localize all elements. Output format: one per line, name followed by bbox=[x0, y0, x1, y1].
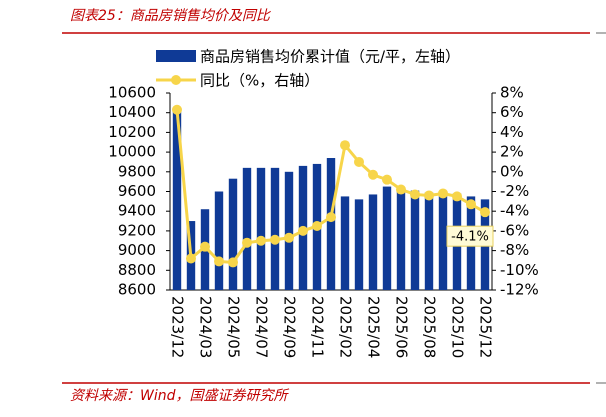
line-marker bbox=[326, 212, 336, 223]
line-marker bbox=[284, 232, 294, 243]
bar bbox=[270, 167, 280, 290]
data-label-box bbox=[446, 225, 494, 247]
line-marker bbox=[242, 237, 252, 248]
line-marker bbox=[186, 253, 196, 264]
line-marker bbox=[172, 104, 182, 115]
y2-tick-label: 4% bbox=[500, 123, 524, 141]
bar bbox=[354, 199, 364, 290]
line-marker bbox=[424, 190, 434, 201]
bar bbox=[368, 194, 378, 290]
x-tick-label: 2025/10 bbox=[449, 296, 467, 358]
y2-tick-label: -4% bbox=[500, 202, 529, 220]
y-tick-label: 9200 bbox=[118, 221, 156, 239]
y-tick-label: 9400 bbox=[118, 202, 156, 220]
y2-tick-label: -2% bbox=[500, 182, 529, 200]
bar bbox=[410, 190, 420, 290]
line-marker bbox=[452, 191, 462, 202]
line-marker bbox=[466, 199, 476, 210]
y-tick-label: 9000 bbox=[118, 241, 156, 259]
line-marker bbox=[396, 184, 406, 195]
line-marker bbox=[480, 207, 490, 218]
bar bbox=[382, 186, 392, 290]
x-tick-label: 2025/08 bbox=[421, 296, 439, 358]
legend-label: 商品房销售均价累计值（元/平，左轴） bbox=[200, 48, 460, 66]
data-label: -4.1% bbox=[451, 230, 489, 245]
bar bbox=[340, 196, 350, 290]
y-tick-label: 10200 bbox=[108, 123, 156, 141]
x-tick-label: 2024/03 bbox=[197, 296, 215, 358]
x-tick-label: 2024/11 bbox=[309, 296, 327, 358]
y-tick-label: 10600 bbox=[108, 84, 156, 102]
line-marker bbox=[354, 156, 364, 167]
bar bbox=[284, 171, 294, 290]
bar bbox=[326, 158, 336, 290]
line-marker bbox=[340, 140, 350, 151]
bar bbox=[242, 167, 252, 290]
chart-title: 图表25：商品房销售均价及同比 bbox=[70, 8, 272, 24]
y2-tick-label: 6% bbox=[500, 103, 524, 121]
y-tick-label: 10000 bbox=[108, 143, 156, 161]
y-tick-label: 8800 bbox=[118, 261, 156, 279]
line-marker bbox=[368, 169, 378, 180]
line-marker bbox=[228, 257, 238, 268]
x-tick-label: 2025/06 bbox=[393, 296, 411, 358]
legend-label: 同比（%，右轴） bbox=[200, 72, 319, 90]
y2-tick-label: -12% bbox=[500, 281, 539, 299]
y2-tick-label: -8% bbox=[500, 241, 529, 259]
bar bbox=[438, 192, 448, 290]
bar bbox=[214, 191, 224, 290]
x-tick-label: 2025/02 bbox=[337, 296, 355, 358]
y-tick-label: 9800 bbox=[118, 162, 156, 180]
bar bbox=[256, 167, 266, 290]
line-marker bbox=[256, 235, 266, 246]
y-tick-label: 9600 bbox=[118, 182, 156, 200]
x-tick-label: 2025/04 bbox=[365, 296, 383, 358]
line-marker bbox=[298, 225, 308, 236]
y2-tick-label: 0% bbox=[500, 162, 524, 180]
x-tick-label: 2024/07 bbox=[253, 296, 271, 358]
line-marker bbox=[200, 241, 210, 252]
legend-swatch bbox=[156, 50, 196, 62]
x-tick-label: 2023/12 bbox=[169, 296, 187, 358]
bar bbox=[396, 189, 406, 290]
y-tick-label: 8600 bbox=[118, 281, 156, 299]
line-marker bbox=[214, 256, 224, 267]
bar bbox=[172, 110, 182, 290]
x-tick-label: 2024/09 bbox=[281, 296, 299, 358]
bar bbox=[228, 178, 238, 290]
y2-tick-label: 2% bbox=[500, 143, 524, 161]
x-tick-label: 2024/05 bbox=[225, 296, 243, 358]
y2-tick-label: -6% bbox=[500, 221, 529, 239]
line-marker bbox=[410, 189, 420, 200]
line-marker bbox=[382, 174, 392, 185]
bar bbox=[424, 192, 434, 290]
line-marker bbox=[270, 234, 280, 245]
legend-swatch bbox=[171, 75, 181, 85]
source: 资料来源：Wind，国盛证券研究所 bbox=[70, 388, 289, 404]
x-tick-label: 2025/12 bbox=[477, 296, 495, 358]
y2-tick-label: -10% bbox=[500, 261, 539, 279]
line-marker bbox=[438, 188, 448, 199]
y-tick-label: 10400 bbox=[108, 103, 156, 121]
line-marker bbox=[312, 220, 322, 231]
y2-tick-label: 8% bbox=[500, 84, 524, 102]
